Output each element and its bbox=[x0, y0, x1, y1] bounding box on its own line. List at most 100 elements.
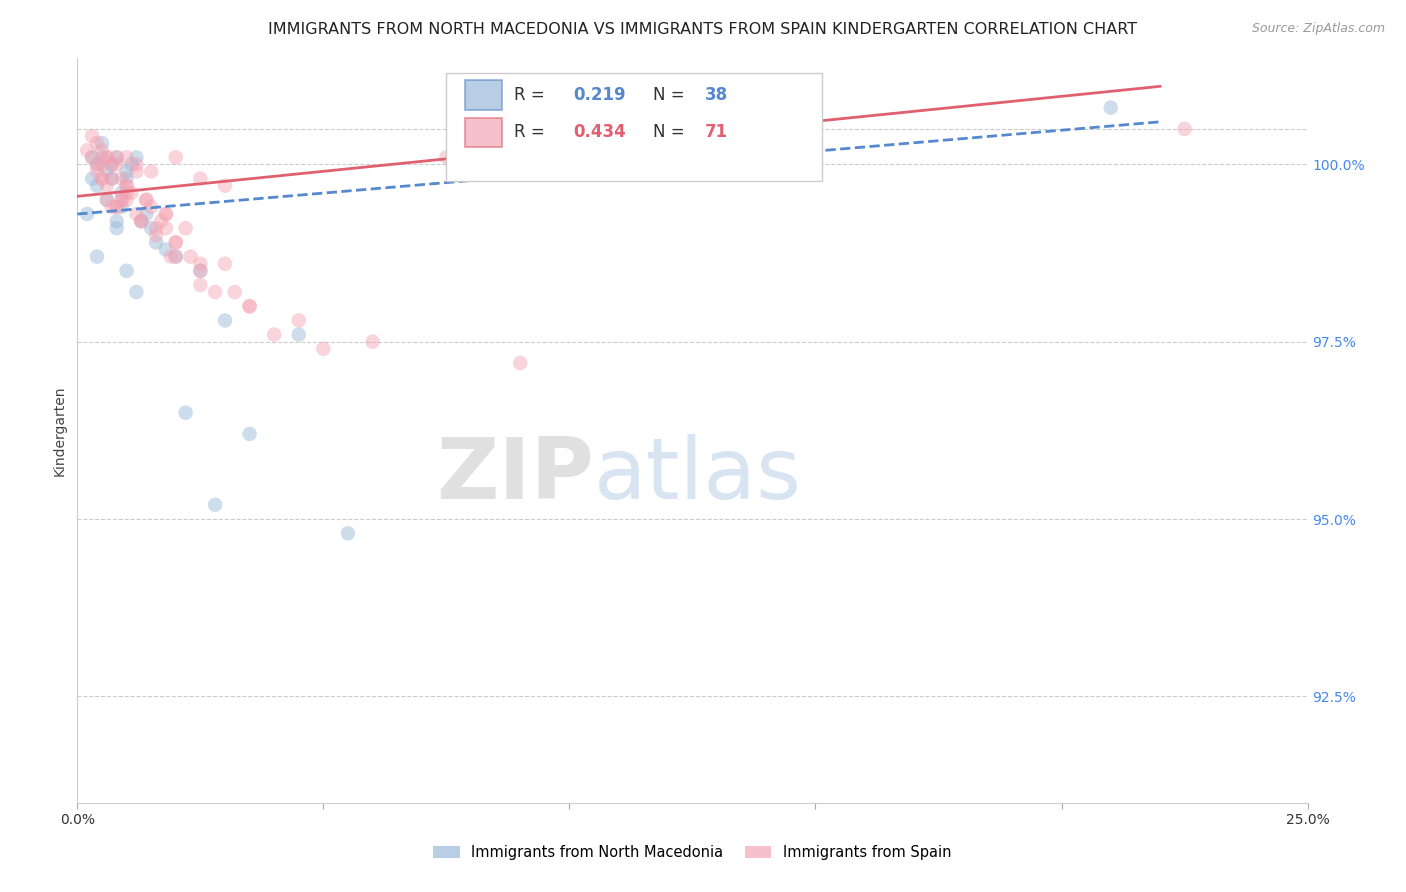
Point bbox=[135, 207, 157, 221]
Y-axis label: Kindergarten: Kindergarten bbox=[52, 385, 66, 475]
Point bbox=[214, 313, 236, 327]
Point bbox=[165, 250, 187, 264]
Text: 0.219: 0.219 bbox=[574, 87, 626, 104]
Point bbox=[115, 171, 138, 186]
Point bbox=[121, 186, 143, 200]
Point bbox=[780, 115, 803, 129]
Point bbox=[90, 171, 114, 186]
Point bbox=[105, 200, 128, 214]
Point bbox=[165, 235, 187, 250]
Text: 38: 38 bbox=[704, 87, 728, 104]
Point bbox=[145, 235, 167, 250]
Text: R =: R = bbox=[515, 87, 550, 104]
Point bbox=[111, 171, 132, 186]
Point bbox=[115, 264, 138, 278]
Point bbox=[188, 264, 212, 278]
Point bbox=[115, 164, 138, 178]
Point bbox=[204, 498, 226, 512]
Point bbox=[90, 171, 114, 186]
Point bbox=[101, 171, 124, 186]
Point bbox=[90, 143, 114, 157]
Text: 0.434: 0.434 bbox=[574, 123, 626, 142]
Point bbox=[135, 193, 157, 207]
Point bbox=[288, 327, 311, 342]
Point bbox=[361, 334, 384, 349]
Point bbox=[86, 136, 108, 150]
Point bbox=[111, 200, 132, 214]
Point bbox=[125, 207, 148, 221]
Point bbox=[115, 178, 138, 193]
Point bbox=[239, 426, 262, 441]
Point bbox=[165, 235, 187, 250]
Point bbox=[86, 157, 108, 171]
Point bbox=[239, 299, 262, 313]
Point bbox=[96, 150, 118, 164]
Point bbox=[145, 228, 167, 243]
Point bbox=[125, 157, 148, 171]
Point bbox=[214, 257, 236, 271]
Point bbox=[607, 164, 630, 178]
Point bbox=[82, 171, 104, 186]
Point bbox=[125, 150, 148, 164]
Point bbox=[111, 186, 132, 200]
Point bbox=[101, 200, 124, 214]
Point bbox=[135, 193, 157, 207]
Point bbox=[288, 313, 311, 327]
Point bbox=[155, 207, 177, 221]
Point bbox=[82, 150, 104, 164]
Point bbox=[1099, 101, 1122, 115]
Point bbox=[115, 193, 138, 207]
Point bbox=[101, 157, 124, 171]
Point bbox=[1174, 122, 1197, 136]
Point bbox=[96, 193, 118, 207]
Point bbox=[86, 178, 108, 193]
Point bbox=[239, 299, 262, 313]
FancyBboxPatch shape bbox=[465, 118, 502, 147]
Point bbox=[155, 243, 177, 257]
Point bbox=[337, 526, 360, 541]
Point bbox=[76, 143, 98, 157]
Point bbox=[101, 171, 124, 186]
Point bbox=[165, 250, 187, 264]
Point bbox=[76, 207, 98, 221]
Point bbox=[141, 221, 163, 235]
Point bbox=[150, 214, 173, 228]
Point bbox=[165, 150, 187, 164]
Point bbox=[96, 164, 118, 178]
Point bbox=[105, 200, 128, 214]
Point bbox=[188, 257, 212, 271]
Point bbox=[86, 157, 108, 171]
FancyBboxPatch shape bbox=[447, 73, 821, 181]
Point bbox=[145, 221, 167, 235]
Point bbox=[141, 164, 163, 178]
Point bbox=[509, 356, 531, 370]
Point bbox=[90, 157, 114, 171]
Point bbox=[111, 193, 132, 207]
Point bbox=[115, 186, 138, 200]
Point bbox=[96, 193, 118, 207]
Point bbox=[96, 178, 118, 193]
Point bbox=[115, 178, 138, 193]
Point bbox=[129, 214, 153, 228]
Point bbox=[180, 250, 202, 264]
Point bbox=[125, 164, 148, 178]
Point bbox=[105, 221, 128, 235]
Point bbox=[125, 285, 148, 299]
Point bbox=[188, 171, 212, 186]
Text: ZIP: ZIP bbox=[436, 434, 595, 516]
Point bbox=[224, 285, 246, 299]
Point bbox=[105, 214, 128, 228]
Text: atlas: atlas bbox=[595, 434, 801, 516]
FancyBboxPatch shape bbox=[465, 80, 502, 110]
Point bbox=[129, 214, 153, 228]
Point bbox=[174, 221, 197, 235]
Point bbox=[214, 178, 236, 193]
Point bbox=[160, 250, 183, 264]
Text: N =: N = bbox=[654, 87, 690, 104]
Text: Source: ZipAtlas.com: Source: ZipAtlas.com bbox=[1251, 22, 1385, 36]
Point bbox=[105, 150, 128, 164]
Point bbox=[755, 136, 778, 150]
Point bbox=[312, 342, 335, 356]
Point bbox=[436, 150, 458, 164]
Point bbox=[86, 164, 108, 178]
